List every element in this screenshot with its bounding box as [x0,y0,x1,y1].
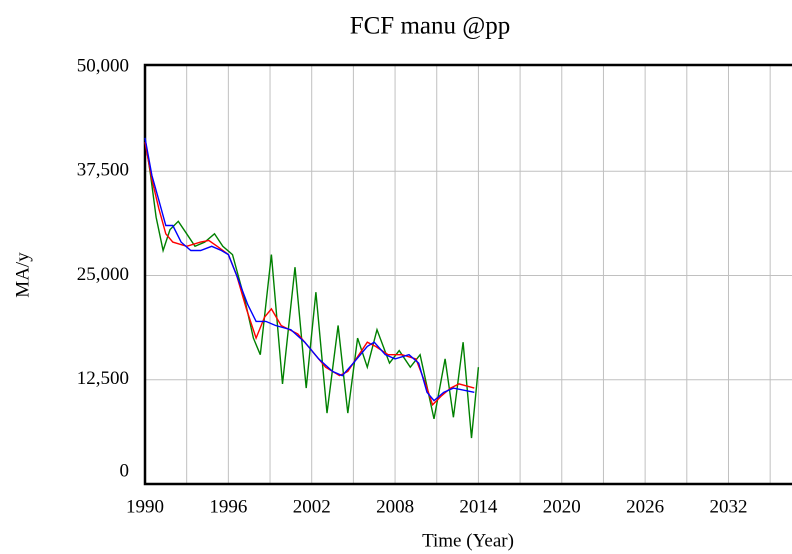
x-axis-label: Time (Year) [422,530,514,551]
series-line [144,137,480,439]
x-tick-label: 2020 [543,496,581,517]
x-tick-label: 2002 [293,496,331,517]
x-tick-label: 2014 [459,496,498,517]
y-tick-label: 37,500 [77,160,129,181]
plot-border [143,63,792,486]
x-tick-label: 2008 [376,496,414,517]
series-line [144,141,475,407]
x-tick-label: 2026 [626,496,664,517]
x-tick-label: 1990 [126,496,164,517]
chart-title: FCF manu @pp [350,13,511,40]
y-tick-label: 0 [120,460,130,481]
x-tick-label: 1996 [209,496,247,517]
y-tick-label: 50,000 [77,55,129,76]
y-tick-label: 12,500 [77,368,129,389]
x-tick-label: 2032 [709,496,747,517]
series-line [144,137,475,402]
y-axis-label: MA/y [12,252,33,298]
y-tick-label: 25,000 [77,264,129,285]
